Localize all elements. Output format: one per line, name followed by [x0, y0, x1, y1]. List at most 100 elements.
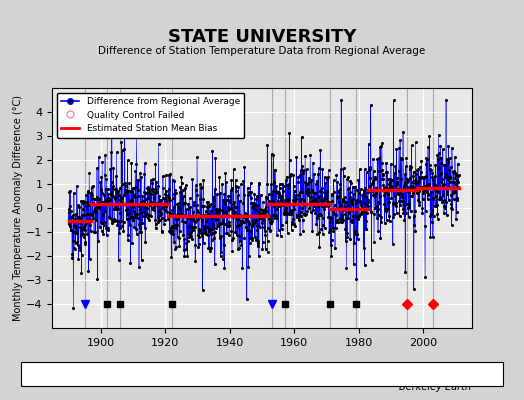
- Point: [419, 190, 427, 197]
- Point: [369, 192, 378, 198]
- Point: [326, 218, 334, 225]
- Point: [150, 195, 158, 201]
- Point: [139, 213, 147, 219]
- Point: [299, 216, 307, 223]
- Point: [77, 227, 85, 233]
- Point: [192, 182, 200, 188]
- Point: [324, 174, 332, 180]
- Point: [201, 212, 209, 219]
- Point: [372, 190, 380, 196]
- Point: [371, 205, 379, 211]
- Point: [377, 214, 385, 220]
- Point: [143, 211, 151, 217]
- Point: [225, 232, 233, 238]
- Point: [355, 212, 364, 218]
- Point: [366, 164, 374, 170]
- Point: [176, 189, 184, 195]
- Point: [274, 189, 282, 196]
- Point: [113, 189, 121, 196]
- Point: [276, 185, 284, 192]
- Point: [325, 199, 334, 205]
- Point: [181, 212, 190, 218]
- Point: [387, 161, 395, 167]
- Point: [331, 211, 340, 217]
- Point: [187, 233, 195, 240]
- Point: [155, 141, 163, 148]
- Point: [78, 225, 86, 232]
- Point: [364, 196, 372, 203]
- Point: [409, 184, 417, 191]
- Point: [373, 156, 381, 162]
- Point: [405, 201, 413, 207]
- Point: [163, 197, 171, 203]
- Point: [283, 181, 291, 188]
- Point: [265, 191, 273, 198]
- Point: [294, 217, 303, 224]
- Point: [264, 238, 272, 244]
- Point: [161, 172, 170, 178]
- Point: [428, 174, 436, 180]
- Point: [202, 214, 210, 220]
- Point: [413, 178, 422, 185]
- Point: [131, 167, 139, 174]
- Point: [248, 200, 257, 206]
- Point: [127, 189, 136, 196]
- Point: [143, 205, 151, 212]
- Point: [239, 178, 247, 184]
- Point: [413, 167, 421, 173]
- Point: [267, 151, 276, 157]
- Point: [266, 227, 275, 234]
- Point: [166, 210, 174, 216]
- Point: [237, 218, 245, 224]
- Point: [364, 199, 373, 205]
- Point: [309, 189, 317, 195]
- Point: [345, 207, 353, 213]
- Point: [297, 167, 305, 173]
- Point: [101, 207, 110, 214]
- Point: [140, 225, 149, 231]
- Point: [69, 238, 77, 244]
- Point: [215, 221, 223, 228]
- Point: [454, 161, 462, 167]
- Point: [356, 166, 364, 172]
- Point: [448, 206, 456, 212]
- Point: [233, 223, 241, 230]
- Text: ■: ■: [377, 366, 389, 378]
- Point: [70, 190, 78, 196]
- Point: [134, 215, 142, 221]
- Point: [283, 198, 291, 204]
- Point: [71, 240, 80, 246]
- Point: [298, 163, 307, 169]
- Point: [407, 208, 415, 214]
- Point: [280, 210, 289, 216]
- Point: [257, 192, 265, 198]
- Point: [358, 207, 366, 213]
- Point: [439, 198, 447, 204]
- Point: [190, 202, 198, 208]
- Point: [93, 165, 101, 171]
- Point: [203, 224, 211, 231]
- Point: [238, 265, 246, 271]
- Point: [104, 196, 113, 202]
- Point: [199, 240, 208, 246]
- Point: [377, 218, 386, 225]
- Point: [304, 179, 313, 185]
- Point: [129, 204, 137, 210]
- Point: [116, 225, 125, 232]
- Point: [356, 186, 365, 193]
- Point: [149, 188, 158, 194]
- Point: [386, 178, 394, 185]
- Point: [156, 196, 165, 203]
- Point: [130, 210, 139, 217]
- Point: [421, 222, 429, 229]
- Point: [68, 251, 77, 258]
- Point: [277, 233, 285, 240]
- Point: [167, 223, 176, 230]
- Point: [218, 207, 226, 213]
- Point: [379, 170, 387, 177]
- Point: [270, 215, 278, 221]
- Point: [453, 177, 461, 183]
- Point: [204, 203, 213, 209]
- Point: [384, 185, 392, 191]
- Point: [108, 183, 117, 189]
